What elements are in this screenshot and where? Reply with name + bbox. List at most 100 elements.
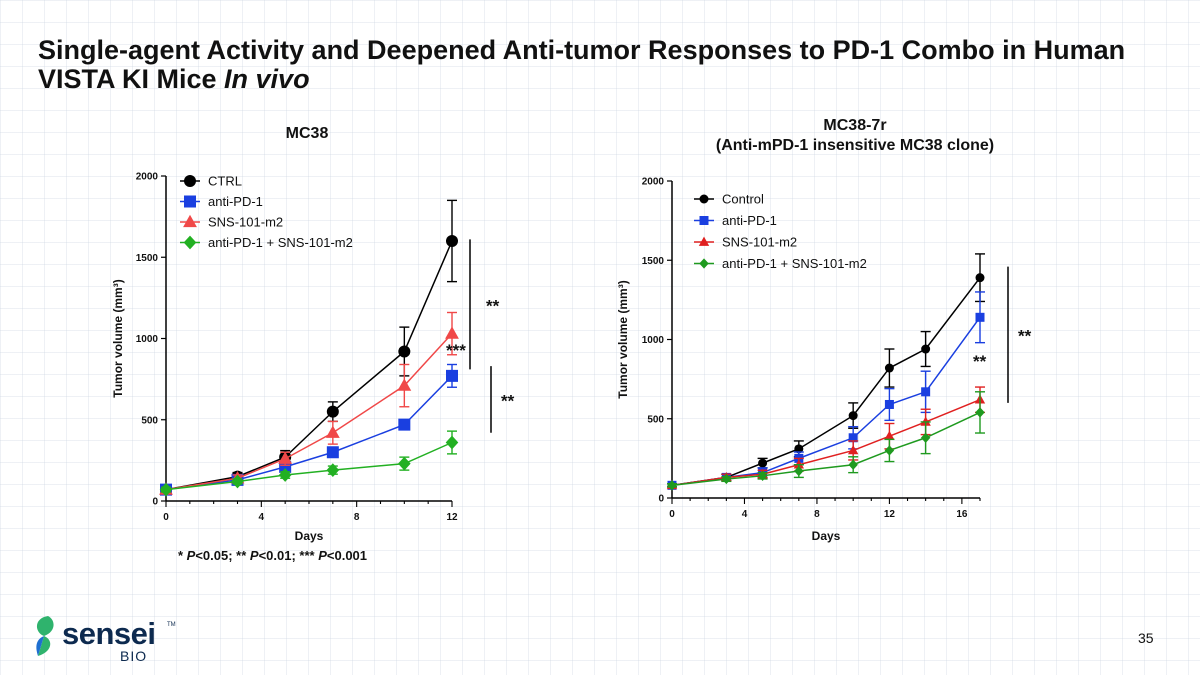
data-point <box>446 235 458 247</box>
x-tick-label: 4 <box>259 512 265 523</box>
legend-label: CTRL <box>208 174 242 189</box>
series-3 <box>159 430 459 497</box>
data-point <box>445 326 459 339</box>
slide-title: Single-agent Activity and Deepened Anti-… <box>38 36 1168 94</box>
series-1 <box>160 363 458 496</box>
data-point <box>398 345 411 358</box>
data-point <box>721 473 732 485</box>
x-tick-label: 12 <box>446 512 458 523</box>
data-point <box>794 444 804 454</box>
data-point <box>884 430 895 441</box>
series-line <box>671 399 981 487</box>
logo-trademark: TM <box>167 622 176 628</box>
legend-label: anti-PD-1 <box>722 213 777 228</box>
data-point <box>848 459 858 470</box>
y-axis-label: Tumor volume (mm³) <box>111 279 125 397</box>
data-point <box>921 344 931 354</box>
data-point <box>921 387 931 397</box>
legend-marker <box>699 194 709 204</box>
logo-mark-icon <box>36 616 54 656</box>
series-1 <box>667 291 985 490</box>
y-tick-label: 1500 <box>136 253 159 264</box>
y-axis-label: Tumor volume (mm³) <box>616 280 630 398</box>
data-point <box>278 451 293 464</box>
x-axis-label: Days <box>812 529 841 543</box>
series-2 <box>666 386 986 490</box>
significance-label: ** <box>486 296 500 315</box>
data-point <box>159 482 173 497</box>
legend-label: anti-PD-1 + SNS-101-m2 <box>722 256 867 271</box>
legend-label: Control <box>722 192 764 207</box>
significance-label: ** <box>501 391 515 410</box>
data-point <box>794 465 804 477</box>
legend-marker <box>183 235 197 250</box>
legend-label: SNS-101-m2 <box>208 215 283 230</box>
series-line <box>165 375 453 491</box>
chart-subtitle: (Anti-mPD-1 insensitive MC38 clone) <box>716 137 994 154</box>
data-point <box>793 459 804 469</box>
slide-title-main: Single-agent Activity and Deepened Anti-… <box>38 35 1126 94</box>
y-tick-label: 1000 <box>642 335 665 346</box>
y-tick-label: 2000 <box>136 172 159 183</box>
pvalue-footnote: * P<0.05; ** P<0.01; *** P<0.001 <box>178 548 368 563</box>
data-point <box>326 446 339 459</box>
series-2 <box>159 311 459 495</box>
logo-wordmark: sensei <box>62 616 156 651</box>
chart-mc38: MC38 0 500 1000 1500 2000 0 4 8 12 Days Tumor volum… <box>111 125 515 543</box>
y-tick-label: 2000 <box>642 177 665 188</box>
x-axis-label: Days <box>295 529 324 543</box>
slide-title-italic: In vivo <box>224 64 310 94</box>
y-tick-label: 0 <box>152 497 158 508</box>
y-tick-label: 500 <box>647 414 664 425</box>
y-tick-label: 500 <box>141 415 158 426</box>
series-line <box>671 411 981 487</box>
chart-title: MC38 <box>286 125 329 142</box>
x-tick-label: 0 <box>669 509 675 520</box>
data-point <box>279 460 292 473</box>
data-point <box>975 407 985 418</box>
data-point <box>326 463 340 478</box>
data-point <box>397 378 412 391</box>
y-tick-label: 1000 <box>136 334 159 345</box>
data-point <box>445 435 459 450</box>
x-tick-label: 8 <box>354 512 360 523</box>
data-point <box>884 363 894 373</box>
data-point <box>848 411 858 421</box>
series-line <box>165 240 453 491</box>
data-point <box>884 445 895 456</box>
chart-title: MC38-7r <box>823 117 886 134</box>
data-point <box>975 312 985 322</box>
data-point <box>848 433 858 443</box>
legend-marker <box>699 216 709 225</box>
significance-label: ** <box>973 352 987 371</box>
y-tick-label: 1500 <box>642 256 665 267</box>
data-point <box>975 273 985 283</box>
chart-mc38-7r: MC38-7r (Anti-mPD-1 insensitive MC38 clon… <box>616 117 1032 543</box>
legend-label: SNS-101-m2 <box>722 235 797 250</box>
data-point <box>757 470 768 481</box>
legend-label: anti-PD-1 + SNS-101-m2 <box>208 235 353 250</box>
series-0 <box>667 253 985 490</box>
data-point <box>231 474 244 489</box>
data-point <box>446 369 458 382</box>
series-line <box>671 277 981 487</box>
legend-marker <box>699 258 709 269</box>
x-tick-label: 0 <box>163 512 169 523</box>
series-3 <box>667 391 985 491</box>
logo-bio: BIO <box>120 648 148 664</box>
data-point <box>398 418 411 431</box>
data-point <box>326 405 339 418</box>
page-number: 35 <box>1138 630 1154 646</box>
data-point <box>667 480 677 491</box>
data-point <box>758 458 768 468</box>
series-line <box>165 333 453 491</box>
x-tick-label: 4 <box>742 509 748 520</box>
data-point <box>325 425 340 438</box>
data-point <box>920 432 931 443</box>
x-tick-label: 8 <box>814 509 820 520</box>
data-point <box>848 445 859 455</box>
legend-marker <box>184 195 196 208</box>
significance-label: *** <box>446 341 466 360</box>
x-tick-label: 16 <box>956 509 968 520</box>
